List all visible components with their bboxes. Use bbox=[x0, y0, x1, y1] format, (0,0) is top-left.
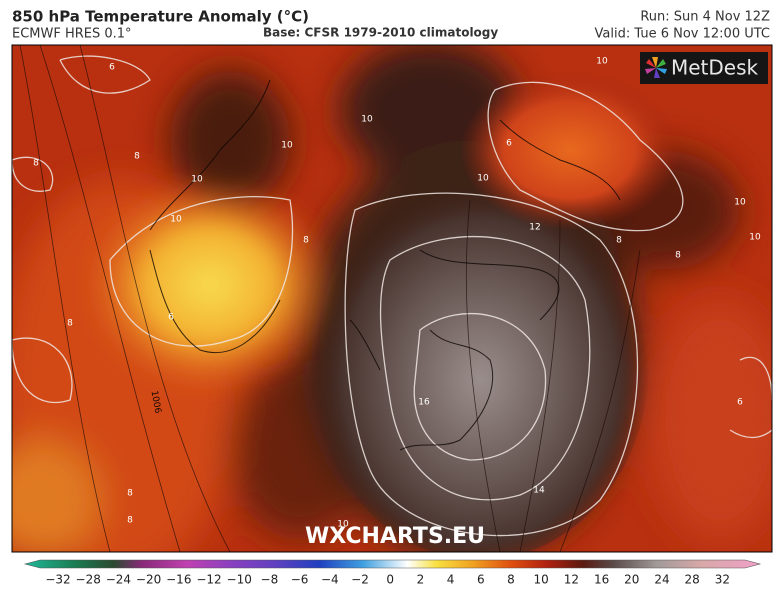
contour-label: 16 bbox=[418, 398, 430, 408]
contour-label: 6 bbox=[168, 313, 174, 323]
contour-label: 6 bbox=[506, 139, 512, 149]
title: 850 hPa Temperature Anomaly (°C) bbox=[12, 8, 309, 26]
contour-label: 10 bbox=[477, 174, 489, 184]
colorbar-tick-label: 6 bbox=[477, 573, 485, 587]
colorbar-tick-label: −32 bbox=[45, 573, 70, 587]
contour-label: 8 bbox=[67, 319, 73, 329]
colorbar-tick-label: −28 bbox=[76, 573, 101, 587]
logo-text: MetDesk bbox=[671, 56, 759, 80]
colorbar-tick-label: −6 bbox=[291, 573, 309, 587]
contour-label: 10 bbox=[734, 198, 746, 208]
valid: Valid: Tue 6 Nov 12:00 UTC bbox=[595, 27, 770, 42]
colorbar-tick-label: 10 bbox=[534, 573, 549, 587]
colorbar-tick-label: −12 bbox=[196, 573, 221, 587]
colorbar-tick-label: 16 bbox=[594, 573, 609, 587]
contour-label: 8 bbox=[134, 152, 140, 162]
contour-label: 8 bbox=[616, 236, 622, 246]
contour-label: 8 bbox=[33, 159, 39, 169]
colorbar-tick-label: −4 bbox=[321, 573, 339, 587]
colorbar bbox=[23, 559, 762, 569]
contour-label: 10 bbox=[749, 233, 761, 243]
map: 6 8 8 10 10 10 10 10 10 6 8 8 8 10 10 12 16 14 6 8 8 8 10 6 1006 bbox=[12, 45, 772, 552]
contour-label: 10 bbox=[281, 141, 293, 151]
model: ECMWF HRES 0.1° bbox=[12, 27, 132, 42]
contour-label: 8 bbox=[303, 236, 309, 246]
colorbar-tick-label: 32 bbox=[715, 573, 730, 587]
colorbar-tick-label: −8 bbox=[261, 573, 279, 587]
contour-label: 14 bbox=[533, 486, 545, 496]
contour-label: 10 bbox=[361, 115, 373, 125]
colorbar-tick-label: 12 bbox=[564, 573, 579, 587]
colorbar-tick-label: 2 bbox=[417, 573, 425, 587]
colorbar-tick-label: −20 bbox=[136, 573, 161, 587]
contour-label: 10 bbox=[170, 215, 182, 225]
contour-label: 1006 bbox=[149, 390, 163, 415]
colorbar-tick-label: 8 bbox=[507, 573, 515, 587]
colorbar-tick-label: −16 bbox=[166, 573, 191, 587]
run: Run: Sun 4 Nov 12Z bbox=[640, 10, 770, 25]
colorbar-tick-label: 4 bbox=[447, 573, 455, 587]
logo-box bbox=[640, 52, 768, 84]
colorbar-tick-label: −2 bbox=[351, 573, 369, 587]
contour-label: 10 bbox=[191, 175, 203, 185]
colorbar-tick-label: 28 bbox=[685, 573, 700, 587]
logo-icon bbox=[645, 57, 667, 78]
contour-label: 10 bbox=[596, 57, 608, 67]
contour-label: 10 bbox=[337, 520, 349, 530]
colorbar-tick-label: −24 bbox=[106, 573, 131, 587]
contour-label: 8 bbox=[127, 489, 133, 499]
colorbar-tick-label: 24 bbox=[654, 573, 669, 587]
base: Base: CFSR 1979-2010 climatology bbox=[263, 26, 498, 40]
contour-label: 8 bbox=[675, 251, 681, 261]
contour-label: 12 bbox=[529, 223, 540, 233]
map-frame bbox=[11, 44, 773, 553]
colorbar-tick-label: −10 bbox=[227, 573, 252, 587]
colorbar-tick-label: 20 bbox=[624, 573, 639, 587]
contour-label: 6 bbox=[737, 398, 743, 408]
colorbar-tick-label: 0 bbox=[386, 573, 394, 587]
contour-label: 8 bbox=[127, 516, 133, 526]
contour-label: 6 bbox=[109, 63, 115, 73]
watermark: WXCHARTS.EU bbox=[305, 524, 485, 549]
